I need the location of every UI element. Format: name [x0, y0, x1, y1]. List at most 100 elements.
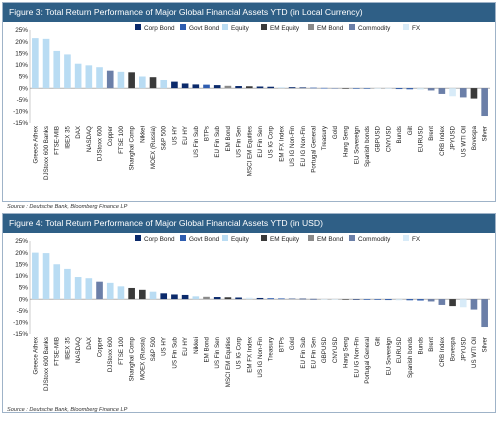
- x-category-label: CRB Index: [439, 336, 446, 367]
- legend-item-equity: Equity: [222, 235, 250, 243]
- bar-portugal-general: [363, 299, 371, 300]
- x-category-label: FTSE 100: [118, 125, 125, 153]
- legend-item-fx: FX: [403, 235, 421, 243]
- x-category-label: GBPUSD: [375, 125, 382, 152]
- x-category-label: S&P 500: [150, 336, 157, 361]
- bar-eu-fin-sub: [299, 298, 307, 300]
- bar-us-wti-oil: [470, 299, 478, 310]
- x-category-label: EURUSD: [417, 125, 424, 152]
- legend-label: Corp Bond: [144, 236, 175, 243]
- x-category-label: EM FX Index: [246, 336, 253, 373]
- legend-label: FX: [412, 25, 421, 32]
- bar-spanish-bonds: [363, 88, 371, 89]
- x-category-label: US WTI Oil: [460, 126, 467, 157]
- bar-ftse-mib: [53, 264, 61, 300]
- legend-swatch: [180, 24, 186, 30]
- bar-djstoxx-600: [96, 67, 103, 89]
- bar-gbpusd: [320, 299, 328, 300]
- bar-eu-sovereign: [385, 299, 392, 301]
- x-category-label: Bovespa: [471, 125, 478, 150]
- bar-jpyusd: [449, 88, 456, 97]
- y-tick-label: -10%: [13, 109, 28, 116]
- x-category-label: EU IG Non-Fin: [353, 336, 360, 377]
- y-tick-label: 20%: [15, 39, 28, 46]
- x-category-label: US Fin Sen: [236, 125, 243, 157]
- y-tick-label: 10%: [15, 62, 28, 69]
- x-category-label: Portugal General: [364, 337, 371, 384]
- legend-swatch: [261, 24, 267, 30]
- x-category-label: DAX: [86, 337, 93, 350]
- y-tick-label: 15%: [15, 261, 28, 268]
- x-category-label: Treasury: [321, 125, 328, 150]
- bar-brent: [427, 299, 435, 302]
- bar-bovespa: [470, 88, 478, 99]
- bar-djstoxx-600-banks: [42, 38, 50, 89]
- legend-swatch: [349, 24, 355, 30]
- bar-us-ig-non-fin: [288, 87, 296, 89]
- legend-item-equity: Equity: [222, 24, 250, 32]
- x-category-label: Copper: [97, 337, 104, 357]
- bar-nasdaq: [85, 65, 93, 89]
- figure-4-panel: Figure 4: Total Return Performance of Ma…: [2, 213, 496, 413]
- bar-eu-fin-sub: [213, 85, 221, 89]
- x-category-label: MSCI EM Equities: [246, 126, 253, 176]
- bar-dax: [85, 278, 93, 300]
- bar-s-p-500: [160, 79, 168, 89]
- x-category-label: US WTI Oil: [471, 337, 478, 368]
- legend-label: Govt Bond: [189, 236, 220, 243]
- x-category-label: EU Sovereign: [353, 125, 360, 164]
- legend-label: FX: [412, 236, 421, 243]
- x-category-label: EM Bond: [225, 125, 232, 151]
- legend-item-em-equity: EM Equity: [261, 24, 300, 32]
- x-category-label: Hang Seng: [343, 125, 350, 157]
- legend-label: Equity: [231, 25, 250, 32]
- x-category-label: Silver: [482, 126, 489, 141]
- x-category-label: EU Fin Sen: [310, 336, 317, 368]
- legend-swatch: [180, 235, 186, 241]
- legend-swatch: [222, 24, 228, 30]
- bar-ftse-mib: [53, 50, 61, 89]
- bar-nikkei: [192, 296, 200, 300]
- x-category-label: MOEX (Russia): [139, 337, 146, 380]
- x-category-label: US HY: [171, 126, 178, 145]
- x-category-label: Spanish bonds: [407, 337, 414, 378]
- bar-us-fin-sub: [192, 84, 200, 89]
- legend-swatch: [403, 24, 409, 30]
- x-category-label: EU Fin Sen: [257, 125, 264, 157]
- bar-djstoxx-600-banks: [42, 253, 50, 300]
- bar-moex-russia: [149, 77, 157, 89]
- legend-swatch: [349, 235, 355, 241]
- y-tick-label: 10%: [15, 273, 28, 280]
- x-category-label: BTPs: [204, 126, 211, 141]
- bar-silver: [481, 299, 488, 328]
- x-category-label: GBPUSD: [321, 336, 328, 363]
- x-category-label: EU Sovereign: [385, 336, 392, 375]
- x-category-label: CNYUSD: [332, 336, 339, 363]
- legend-swatch: [261, 235, 267, 241]
- x-category-label: DJStoxx 600 Banks: [43, 337, 50, 391]
- x-category-label: S&P 500: [161, 125, 168, 150]
- bar-copper: [96, 281, 103, 300]
- x-category-label: NASDAQ: [75, 337, 82, 363]
- y-tick-label: -5%: [17, 308, 29, 315]
- legend-item-govt-bond: Govt Bond: [180, 24, 220, 32]
- x-category-label: EM Bond: [204, 336, 211, 362]
- bar-jpyusd: [459, 299, 467, 308]
- bar-gilt: [406, 88, 414, 90]
- figure-3-panel: Figure 3: Total Return Performance of Ma…: [2, 2, 496, 202]
- x-category-label: US Fin Sub: [193, 125, 200, 157]
- x-category-label: Brent: [428, 337, 435, 352]
- bar-bunds: [417, 299, 424, 301]
- y-tick-label: 25%: [15, 238, 28, 245]
- bar-shanghai-comp: [128, 72, 135, 89]
- y-tick-label: 0%: [19, 296, 29, 303]
- y-tick-label: 0%: [19, 85, 29, 92]
- bar-eu-hy: [181, 83, 189, 89]
- figure-4-source: Source : Deutsche Bank, Bloomberg Financ…: [7, 407, 128, 413]
- legend-label: Govt Bond: [189, 25, 220, 32]
- bar-gbpusd: [374, 88, 381, 89]
- bar-greece-athex: [32, 38, 39, 89]
- bar-ftse-100: [117, 286, 125, 300]
- x-category-label: US HY: [161, 337, 168, 356]
- x-category-label: US IG Corp: [268, 125, 275, 158]
